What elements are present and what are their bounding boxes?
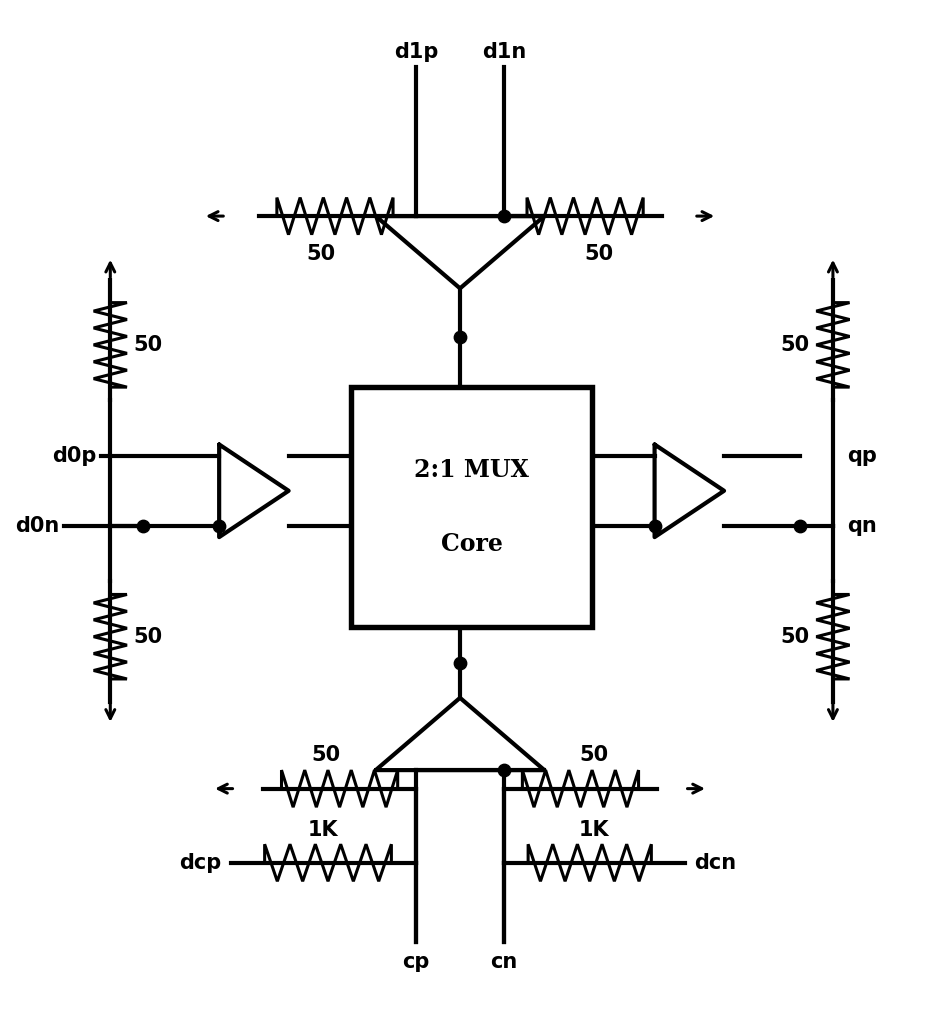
Text: 2:1 MUX: 2:1 MUX	[414, 458, 529, 482]
Point	[453, 330, 468, 346]
Text: d0p: d0p	[52, 446, 97, 466]
Point	[647, 517, 662, 533]
Text: d0n: d0n	[15, 515, 59, 535]
Text: qp: qp	[847, 446, 877, 466]
Text: 50: 50	[133, 627, 162, 647]
Text: d1p: d1p	[393, 43, 439, 62]
Text: 50: 50	[306, 244, 335, 264]
Text: 50: 50	[780, 627, 809, 647]
Point	[497, 762, 512, 778]
Text: 1K: 1K	[308, 819, 339, 840]
Text: dcn: dcn	[694, 853, 736, 873]
Point	[453, 654, 468, 670]
Text: 1K: 1K	[579, 819, 609, 840]
Text: qn: qn	[847, 515, 877, 535]
Point	[793, 517, 808, 533]
Text: cp: cp	[402, 952, 430, 971]
Text: 50: 50	[579, 745, 608, 766]
Point	[135, 517, 150, 533]
Bar	[351, 386, 593, 628]
Text: 50: 50	[133, 335, 162, 355]
Text: 50: 50	[311, 745, 340, 766]
Text: d1n: d1n	[482, 43, 526, 62]
Text: Core: Core	[440, 532, 502, 556]
Point	[497, 208, 512, 224]
Point	[211, 517, 226, 533]
Text: dcp: dcp	[179, 853, 222, 873]
Text: cn: cn	[490, 952, 517, 971]
Text: 50: 50	[584, 244, 613, 264]
Text: 50: 50	[780, 335, 809, 355]
